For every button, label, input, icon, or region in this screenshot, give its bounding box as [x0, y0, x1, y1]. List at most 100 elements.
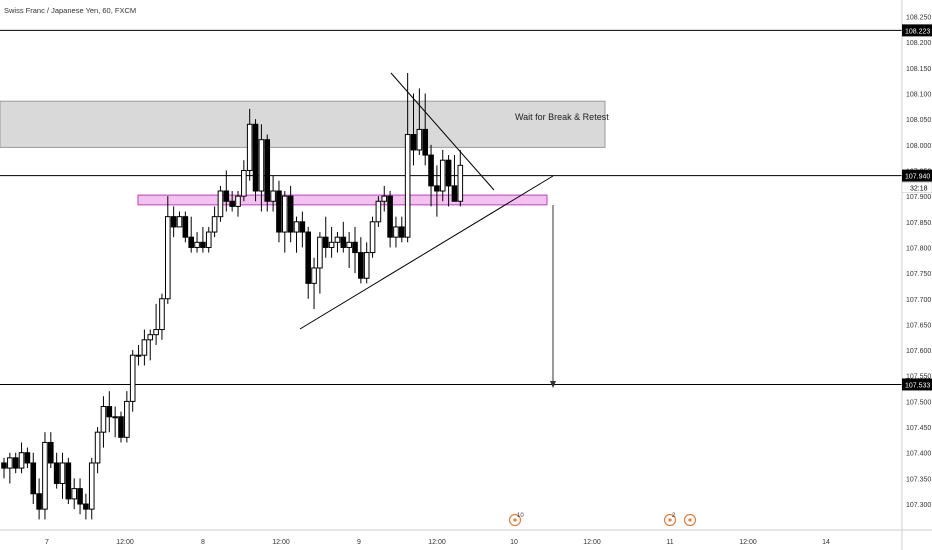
price-tick-label: 108.050: [906, 117, 931, 124]
candle-bullish: [71, 488, 78, 500]
candle-bullish: [129, 354, 136, 402]
candle-bearish: [77, 488, 83, 505]
price-axis: 108.300108.250108.200108.150108.100108.0…: [901, 0, 932, 550]
candle-bearish: [305, 231, 311, 284]
candle-bullish: [217, 190, 224, 218]
candle-bullish: [18, 452, 25, 469]
candle-bullish: [141, 339, 148, 356]
price-tag: [902, 169, 932, 182]
candle-bearish: [36, 493, 42, 510]
candle-bullish: [7, 457, 13, 469]
candle-bearish: [276, 190, 282, 233]
price-tick-label: 107.700: [906, 297, 931, 304]
support-zone: [137, 194, 548, 206]
ascending-trendline: [299, 175, 554, 330]
candles-group: [1, 72, 464, 520]
candle-bullish: [317, 236, 323, 269]
event-marker-icon[interactable]: 10: [508, 513, 525, 527]
countdown-box: [901, 182, 932, 193]
price-tick-label: 107.850: [906, 220, 931, 227]
resistance-zone: [0, 100, 606, 148]
candle-bullish: [311, 267, 317, 284]
time-tick-label: 7: [45, 539, 49, 546]
candle-bearish: [229, 200, 235, 207]
candle-bullish: [258, 139, 265, 192]
candle-bullish: [211, 216, 218, 233]
candle-bullish: [293, 221, 300, 233]
candle-bearish: [83, 503, 89, 510]
candle-bearish: [223, 190, 230, 202]
time-tick-label: 8: [201, 539, 205, 546]
candle-bullish: [346, 241, 352, 248]
candle-bullish: [246, 123, 253, 171]
candle-bearish: [106, 406, 113, 418]
time-tick-label: 14: [822, 539, 830, 546]
candle-bullish: [194, 241, 200, 248]
candle-bearish: [322, 236, 329, 248]
time-tick-label: 12:00: [739, 539, 757, 546]
candle-bearish: [410, 134, 417, 151]
candle-bullish: [159, 298, 165, 331]
time-tick-label: 11: [666, 539, 673, 546]
candle-bearish: [445, 159, 452, 187]
price-tag-label: 107.940: [905, 174, 930, 181]
candle-bearish: [118, 416, 124, 438]
candle-bullish: [270, 190, 276, 202]
price-tick-label: 108.250: [906, 15, 931, 22]
candle-bullish: [147, 334, 154, 341]
time-tick-label: 10: [510, 539, 518, 546]
candle-bearish: [188, 236, 194, 248]
price-tag-label: 108.223: [905, 28, 930, 35]
candle-bullish: [153, 329, 159, 336]
price-tag-label: 107.533: [905, 382, 930, 389]
candle-bullish: [375, 200, 382, 223]
price-tick-label: 107.300: [906, 502, 931, 509]
candle-bearish: [434, 185, 440, 192]
price-tick-label: 107.400: [906, 451, 931, 458]
countdown-label: 32:18: [910, 186, 928, 193]
candle-bearish: [352, 241, 358, 254]
candle-bearish: [264, 139, 271, 202]
candle-bullish: [363, 252, 370, 279]
candle-bearish: [30, 462, 37, 495]
time-tick-label: 12:00: [116, 539, 134, 546]
event-marker-icon[interactable]: 2: [663, 513, 677, 527]
candle-bullish: [124, 400, 130, 438]
event-count: 10: [517, 513, 524, 519]
candle-bearish: [451, 185, 458, 202]
price-tick-label: 107.900: [906, 194, 931, 201]
price-tick-label: 108.100: [906, 91, 931, 98]
candle-bullish: [94, 431, 101, 464]
candle-bullish: [59, 462, 66, 484]
event-marker-icon[interactable]: [683, 513, 697, 527]
price-tick-label: 108.200: [906, 40, 931, 47]
price-tick-label: 107.550: [906, 374, 931, 381]
candle-bearish: [299, 221, 306, 233]
candle-bearish: [182, 216, 189, 238]
candle-bearish: [399, 226, 405, 238]
candle-bearish: [170, 216, 177, 228]
candle-bullish: [334, 236, 341, 243]
time-tick-label: 12:00: [583, 539, 601, 546]
candle-bearish: [24, 452, 31, 464]
price-tick-label: 108.150: [906, 66, 931, 73]
candle-bullish: [404, 134, 411, 238]
time-tick-label: 9: [357, 539, 361, 546]
price-tick-label: 107.750: [906, 271, 931, 278]
event-dot: [513, 518, 517, 522]
event-count: 2: [672, 513, 676, 519]
candle-bearish: [387, 195, 393, 238]
price-tick-label: 108.000: [906, 143, 931, 150]
candle-bullish: [42, 441, 48, 510]
candle-bearish: [12, 457, 19, 469]
price-tick-label: 107.650: [906, 322, 931, 329]
candle-bullish: [88, 462, 95, 510]
candle-bullish: [205, 231, 212, 248]
candle-bearish: [65, 462, 72, 500]
candle-bullish: [165, 216, 171, 300]
candle-bearish: [287, 195, 294, 233]
candle-bearish: [428, 154, 434, 187]
annotation-note: Wait for Break & Retest: [515, 112, 609, 122]
price-tick-label: 107.800: [906, 245, 931, 252]
